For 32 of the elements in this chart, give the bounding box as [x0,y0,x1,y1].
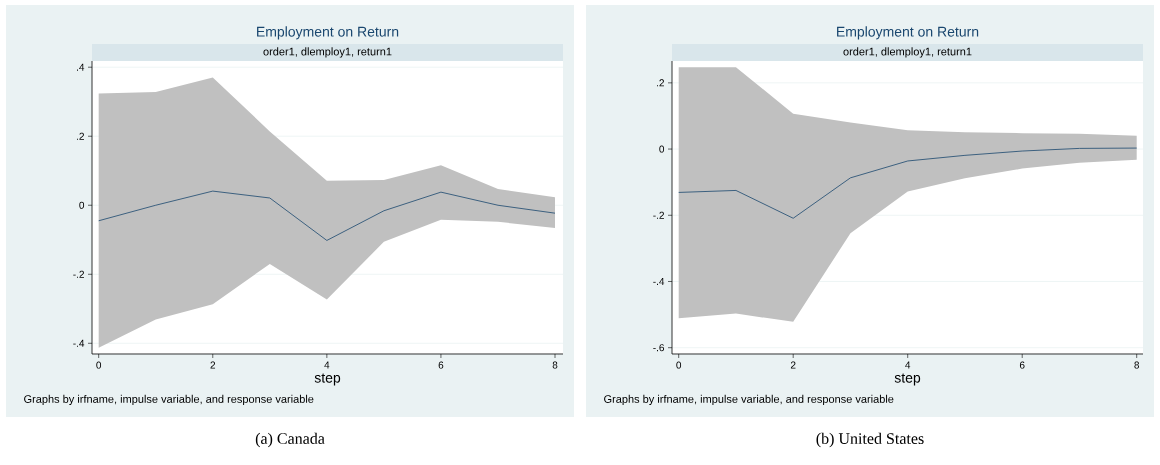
chart-title: Employment on Return [257,26,399,40]
x-tick-label: 8 [1134,361,1140,369]
x-tick-label: 8 [552,361,558,369]
x-axis-title: step [894,373,921,386]
y-tick-label: -.4 [653,278,665,285]
line-series [678,147,1138,219]
y-tick-label: 0 [79,201,85,209]
y-tick-label: -.2 [73,270,84,278]
x-tick-label: 6 [1019,361,1025,369]
y-tick-label: .2 [77,132,84,140]
chart-subtitle: order1, dlemploy1, return1 [263,47,392,58]
text: Graphs by irfname, impulse variable, and response variable [24,394,314,406]
line-series [98,190,556,241]
text: (a) Canada [255,432,325,448]
text: Graphs by irfname, impulse variable, and response variable [604,394,894,406]
y-tick-label: 0 [659,145,665,153]
x-tick-label: 0 [96,361,102,369]
x-axis-title: step [314,373,341,386]
y-tick-label: -.6 [653,344,665,352]
y-tick-label: .2 [657,79,664,87]
x-tick-label: 2 [210,361,216,369]
y-tick-label: -.2 [653,211,664,219]
chart-subtitle: order1, dlemploy1, return1 [843,47,972,58]
text: (b) United States [816,432,924,448]
x-tick-label: 0 [676,361,682,369]
x-tick-label: 4 [905,361,911,369]
x-tick-label: 6 [438,361,444,369]
y-tick-label: -.4 [73,339,85,347]
x-tick-label: 4 [324,361,330,369]
y-tick-label: .4 [77,63,85,71]
x-tick-label: 2 [790,361,796,369]
chart-title: Employment on Return [837,26,979,40]
